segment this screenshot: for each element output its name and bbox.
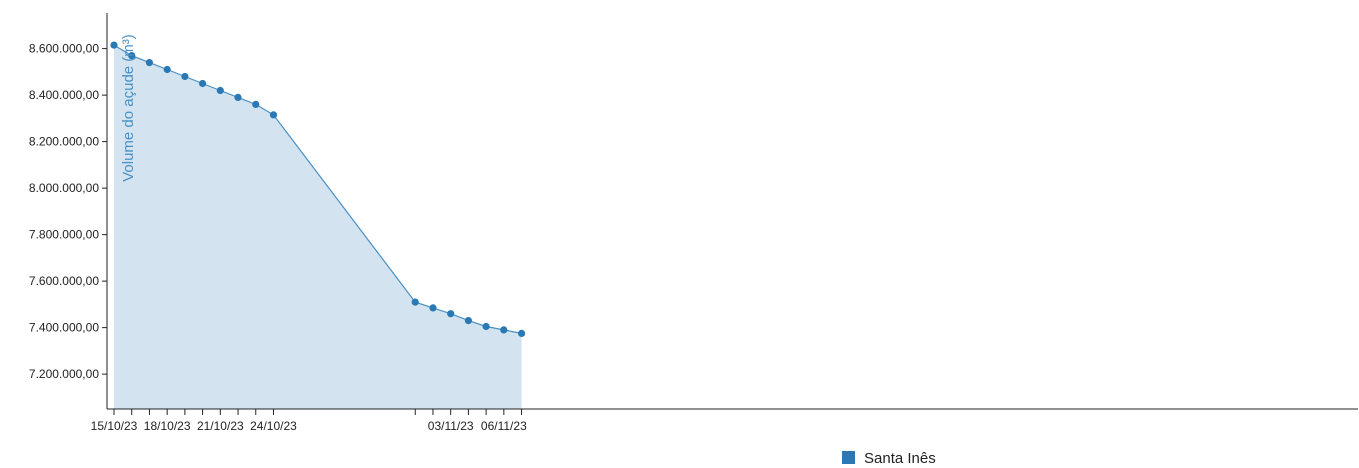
data-point[interactable] — [447, 310, 455, 318]
data-point[interactable] — [269, 111, 278, 119]
data-point[interactable] — [181, 72, 189, 81]
x-tick-label: 18/10/23 — [144, 419, 191, 433]
y-tick-label: 7.200.000,00 — [29, 367, 99, 381]
y-tick-label: 7.600.000,00 — [29, 274, 99, 288]
x-tick-label: 15/10/23 — [91, 419, 138, 433]
x-tick-label: 24/10/23 — [250, 419, 297, 433]
x-tick-label: 03/11/23 — [428, 419, 474, 433]
data-point[interactable] — [482, 322, 490, 331]
area-layer — [113, 44, 522, 409]
y-tick-label: 7.400.000,00 — [29, 321, 99, 335]
data-point[interactable] — [216, 86, 224, 95]
y-tick-label: 8.600.000,00 — [29, 42, 99, 56]
legend[interactable]: Santa Inês — [842, 450, 936, 467]
data-point[interactable] — [411, 298, 419, 306]
data-point[interactable] — [464, 317, 472, 325]
x-tick-label: 21/10/23 — [197, 419, 244, 433]
data-point[interactable] — [234, 93, 242, 101]
legend-swatch — [842, 451, 855, 464]
axes-layer: 7.200.000,00 7.400.000,00 7.600.000,00 7.80… — [29, 13, 1358, 433]
data-point[interactable] — [252, 100, 260, 108]
x-tick-label: 06/11/23 — [481, 419, 527, 433]
legend-label: Santa Inês — [864, 450, 936, 467]
data-point[interactable] — [128, 52, 136, 60]
y-tick-label: 8.200.000,00 — [29, 135, 99, 149]
y-tick-label: 8.400.000,00 — [29, 88, 99, 102]
data-point[interactable] — [163, 65, 171, 74]
data-point[interactable] — [429, 304, 437, 312]
y-tick-label: 7.800.000,00 — [29, 228, 99, 242]
y-axis-title: Volume do açude (m³) — [120, 34, 137, 182]
y-tick-label: 8.000.000,00 — [29, 181, 99, 195]
data-point[interactable] — [199, 79, 207, 88]
data-point[interactable] — [518, 329, 526, 337]
data-point[interactable] — [110, 41, 118, 49]
data-point[interactable] — [500, 326, 508, 334]
series-area — [114, 45, 522, 409]
data-point[interactable] — [145, 59, 153, 67]
points-layer — [110, 41, 526, 337]
